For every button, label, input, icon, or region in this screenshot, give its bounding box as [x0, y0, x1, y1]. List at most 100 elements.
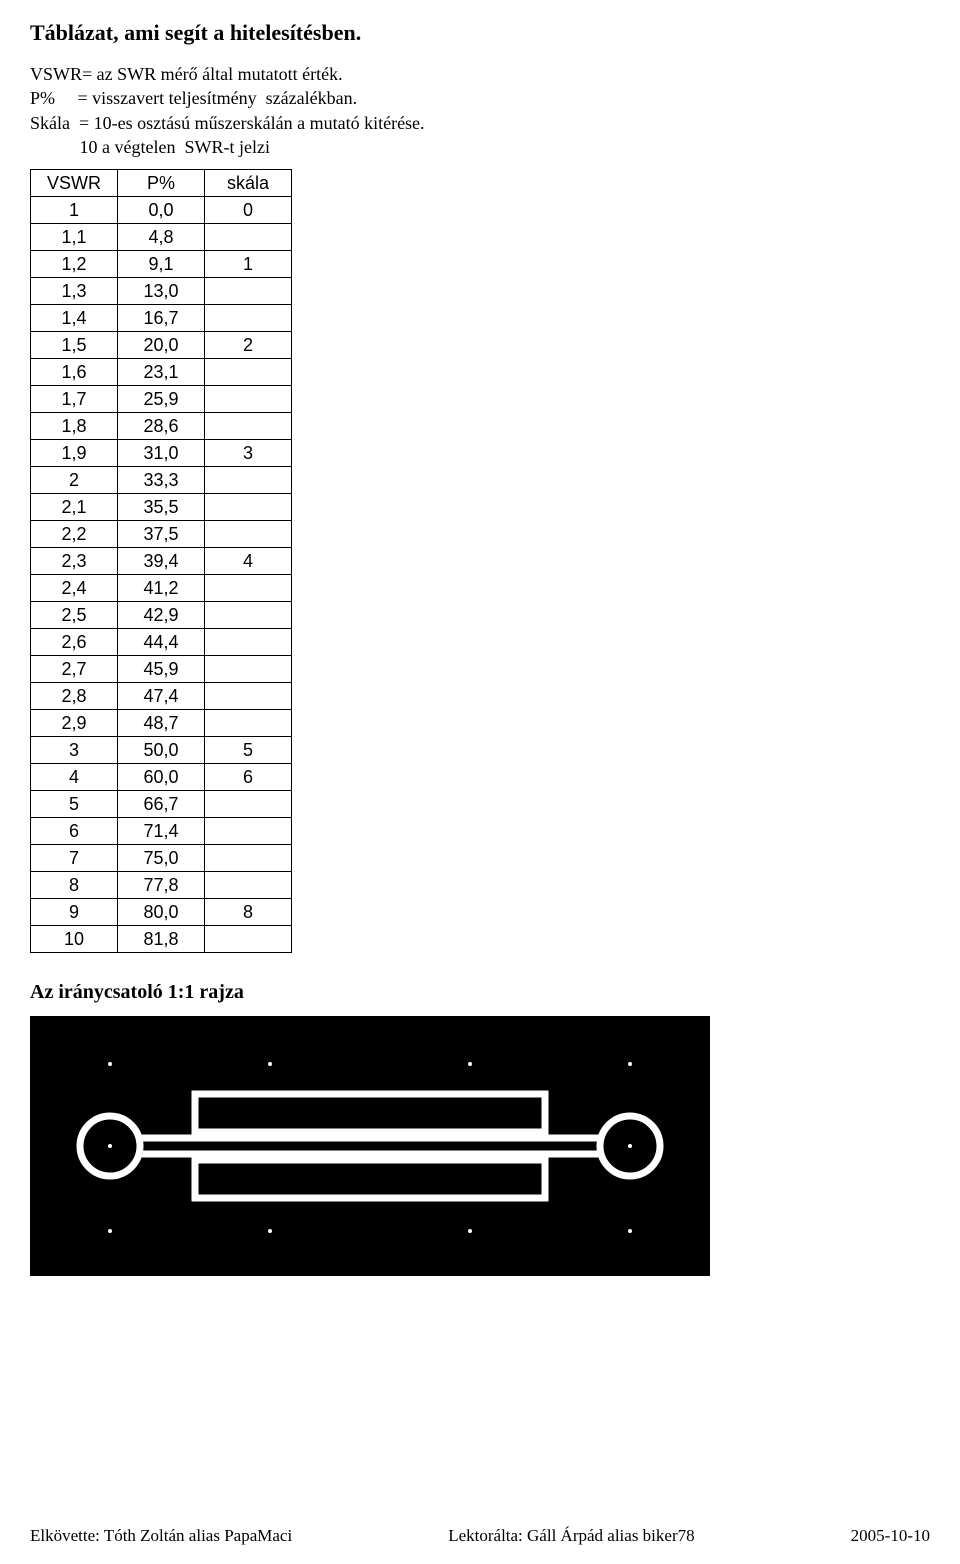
table-row: 980,08	[31, 899, 292, 926]
table-row: 2,948,7	[31, 710, 292, 737]
cell-skala	[205, 413, 292, 440]
cell-p: 44,4	[118, 629, 205, 656]
cell-skala: 5	[205, 737, 292, 764]
cell-p: 45,9	[118, 656, 205, 683]
table-header-row: VSWR P% skála	[31, 170, 292, 197]
def-vswr-label: VSWR=	[30, 64, 92, 84]
table-row: 1,313,0	[31, 278, 292, 305]
cell-vswr: 3	[31, 737, 118, 764]
def-vswr-text: az SWR mérő által mutatott érték.	[92, 64, 342, 84]
cell-skala: 8	[205, 899, 292, 926]
cell-vswr: 1	[31, 197, 118, 224]
cell-p: 4,8	[118, 224, 205, 251]
cell-p: 33,3	[118, 467, 205, 494]
cell-skala	[205, 926, 292, 953]
cell-p: 60,0	[118, 764, 205, 791]
cell-vswr: 2,1	[31, 494, 118, 521]
cell-skala	[205, 629, 292, 656]
cell-p: 20,0	[118, 332, 205, 359]
cell-vswr: 1,2	[31, 251, 118, 278]
cell-vswr: 6	[31, 818, 118, 845]
cell-skala: 4	[205, 548, 292, 575]
table-row: 350,05	[31, 737, 292, 764]
cell-skala	[205, 683, 292, 710]
cell-p: 31,0	[118, 440, 205, 467]
cell-vswr: 2,7	[31, 656, 118, 683]
cell-skala: 3	[205, 440, 292, 467]
table-row: 566,7	[31, 791, 292, 818]
cell-vswr: 2,5	[31, 602, 118, 629]
cell-skala	[205, 710, 292, 737]
cell-skala	[205, 656, 292, 683]
pcb-subtitle: Az iránycsatoló 1:1 rajza	[30, 981, 930, 1004]
cell-vswr: 2,2	[31, 521, 118, 548]
def-line4: 10 a végtelen SWR-t jelzi	[30, 137, 270, 157]
cell-vswr: 1,6	[31, 359, 118, 386]
cell-vswr: 1,3	[31, 278, 118, 305]
table-row: 2,847,4	[31, 683, 292, 710]
cell-p: 25,9	[118, 386, 205, 413]
def-skala-label: Skála	[30, 113, 70, 133]
cell-p: 81,8	[118, 926, 205, 953]
cell-skala: 1	[205, 251, 292, 278]
cell-skala	[205, 818, 292, 845]
definitions-block: VSWR= az SWR mérő által mutatott érték. …	[30, 62, 930, 159]
pcb-diagram	[30, 1016, 710, 1276]
table-row: 775,0	[31, 845, 292, 872]
col-p: P%	[118, 170, 205, 197]
cell-vswr: 2	[31, 467, 118, 494]
cell-vswr: 1,5	[31, 332, 118, 359]
footer-center: Lektorálta: Gáll Árpád alias biker78	[448, 1526, 694, 1546]
cell-skala	[205, 278, 292, 305]
table-row: 1,29,11	[31, 251, 292, 278]
cell-p: 23,1	[118, 359, 205, 386]
def-skala-text: 10-es osztású műszerskálán a mutató kité…	[94, 113, 425, 133]
cell-p: 66,7	[118, 791, 205, 818]
cell-p: 50,0	[118, 737, 205, 764]
cell-vswr: 8	[31, 872, 118, 899]
cell-skala: 6	[205, 764, 292, 791]
page-title: Táblázat, ami segít a hitelesítésben.	[30, 20, 930, 46]
cell-skala: 0	[205, 197, 292, 224]
cell-skala	[205, 359, 292, 386]
cell-p: 48,7	[118, 710, 205, 737]
pcb-svg	[30, 1016, 710, 1276]
cell-p: 9,1	[118, 251, 205, 278]
table-row: 2,237,5	[31, 521, 292, 548]
cell-p: 80,0	[118, 899, 205, 926]
cell-p: 41,2	[118, 575, 205, 602]
vswr-table: VSWR P% skála 10,001,14,81,29,111,313,01…	[30, 169, 292, 953]
cell-vswr: 10	[31, 926, 118, 953]
def-p-eq: =	[55, 88, 92, 108]
table-row: 1081,8	[31, 926, 292, 953]
table-row: 877,8	[31, 872, 292, 899]
cell-vswr: 2,4	[31, 575, 118, 602]
def-p-label: P%	[30, 88, 55, 108]
cell-vswr: 1,8	[31, 413, 118, 440]
cell-vswr: 9	[31, 899, 118, 926]
cell-p: 39,4	[118, 548, 205, 575]
cell-vswr: 5	[31, 791, 118, 818]
cell-vswr: 7	[31, 845, 118, 872]
table-row: 10,00	[31, 197, 292, 224]
cell-p: 42,9	[118, 602, 205, 629]
cell-vswr: 1,1	[31, 224, 118, 251]
table-row: 1,931,03	[31, 440, 292, 467]
cell-p: 47,4	[118, 683, 205, 710]
table-row: 1,725,9	[31, 386, 292, 413]
page-footer: Elkövette: Tóth Zoltán alias PapaMaci Le…	[30, 1526, 930, 1546]
cell-vswr: 2,9	[31, 710, 118, 737]
cell-skala	[205, 386, 292, 413]
table-row: 2,441,2	[31, 575, 292, 602]
table-row: 2,339,44	[31, 548, 292, 575]
cell-p: 28,6	[118, 413, 205, 440]
cell-skala	[205, 791, 292, 818]
table-row: 2,542,9	[31, 602, 292, 629]
cell-p: 77,8	[118, 872, 205, 899]
table-row: 2,745,9	[31, 656, 292, 683]
cell-skala	[205, 845, 292, 872]
cell-skala	[205, 872, 292, 899]
cell-skala	[205, 305, 292, 332]
cell-p: 0,0	[118, 197, 205, 224]
cell-skala	[205, 224, 292, 251]
